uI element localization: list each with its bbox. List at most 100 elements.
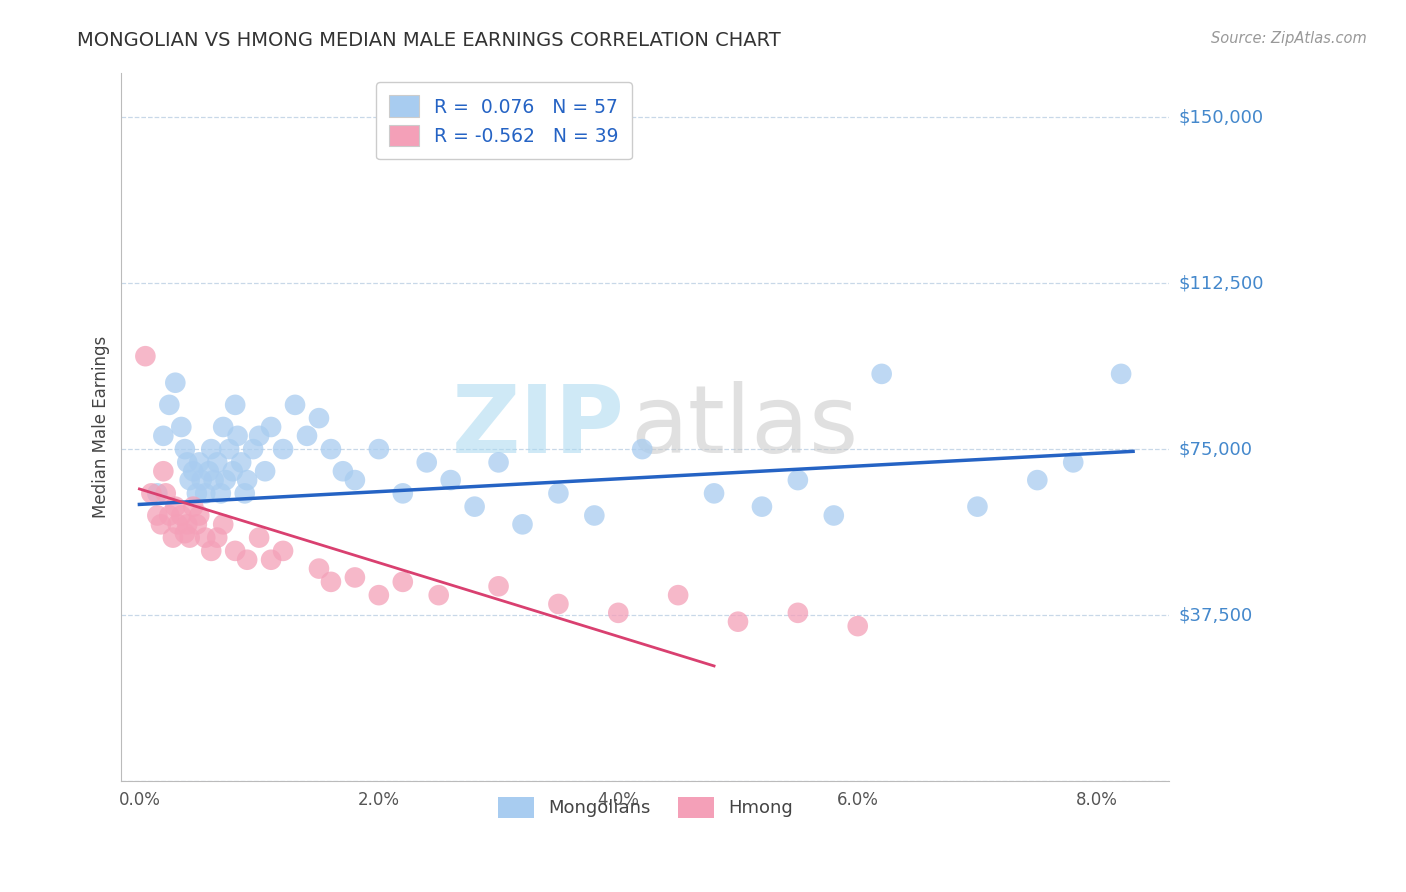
Text: ZIP: ZIP (451, 381, 624, 473)
Point (202, 473, 225, 487)
Point (179, 531, 201, 545)
Point (391, 486, 413, 500)
Point (1026, 473, 1049, 487)
Point (607, 606, 630, 620)
Point (966, 500, 988, 514)
Point (846, 619, 869, 633)
Point (242, 442, 264, 456)
Point (488, 579, 510, 593)
Point (170, 508, 193, 523)
Point (179, 473, 201, 487)
Text: Source: ZipAtlas.com: Source: ZipAtlas.com (1211, 31, 1367, 46)
Point (224, 398, 246, 412)
Point (152, 429, 174, 443)
Point (190, 473, 212, 487)
Point (188, 455, 211, 469)
Point (141, 486, 163, 500)
Point (236, 473, 259, 487)
Point (174, 526, 197, 541)
Point (260, 553, 283, 567)
Point (200, 544, 222, 558)
Point (194, 531, 217, 545)
Point (236, 553, 259, 567)
Point (186, 486, 208, 500)
Point (319, 574, 342, 589)
Text: MONGOLIAN VS HMONG MEDIAN MALE EARNINGS CORRELATION CHART: MONGOLIAN VS HMONG MEDIAN MALE EARNINGS … (77, 31, 782, 50)
Point (512, 517, 534, 532)
Point (319, 442, 342, 456)
Point (214, 473, 236, 487)
Y-axis label: Median Male Earnings: Median Male Earnings (93, 336, 110, 518)
Point (134, 349, 156, 363)
Point (547, 597, 569, 611)
Point (583, 508, 606, 523)
Point (284, 398, 307, 412)
Point (271, 544, 294, 558)
Point (224, 544, 246, 558)
Point (205, 531, 228, 545)
Point (155, 486, 177, 500)
Point (157, 398, 180, 412)
Point (367, 588, 389, 602)
Point (308, 411, 330, 425)
Text: atlas: atlas (630, 381, 859, 473)
Point (343, 473, 366, 487)
Point (194, 486, 217, 500)
Point (464, 500, 486, 514)
Point (165, 376, 187, 390)
Point (870, 367, 893, 381)
Text: $75,000: $75,000 (1178, 440, 1253, 458)
Point (146, 486, 169, 500)
Text: $150,000: $150,000 (1178, 108, 1264, 127)
Point (631, 442, 654, 456)
Text: $37,500: $37,500 (1178, 606, 1253, 624)
Point (218, 442, 240, 456)
Point (165, 500, 187, 514)
Text: $112,500: $112,500 (1178, 274, 1264, 293)
Point (1109, 367, 1132, 381)
Point (226, 429, 249, 443)
Point (247, 429, 270, 443)
Point (547, 486, 569, 500)
Point (170, 420, 193, 434)
Point (200, 442, 222, 456)
Point (176, 517, 198, 532)
Point (727, 615, 749, 629)
Point (174, 442, 197, 456)
Point (146, 508, 169, 523)
Point (416, 455, 439, 469)
Point (209, 486, 232, 500)
Point (198, 464, 221, 478)
Point (181, 464, 204, 478)
Point (823, 508, 845, 523)
Point (666, 588, 689, 602)
Point (205, 455, 228, 469)
Point (212, 517, 235, 532)
Point (212, 420, 235, 434)
Point (391, 574, 413, 589)
Point (188, 508, 211, 523)
Point (271, 442, 294, 456)
Point (786, 606, 808, 620)
Point (176, 455, 198, 469)
Point (149, 517, 172, 532)
Legend: Mongolians, Hmong: Mongolians, Hmong (491, 789, 800, 825)
Point (231, 455, 253, 469)
Point (1062, 455, 1084, 469)
Point (181, 500, 204, 514)
Point (152, 464, 174, 478)
Point (786, 473, 808, 487)
Point (295, 429, 318, 443)
Point (233, 486, 256, 500)
Point (703, 486, 725, 500)
Point (162, 531, 184, 545)
Point (222, 464, 245, 478)
Point (157, 508, 180, 523)
Point (166, 517, 188, 532)
Point (247, 531, 270, 545)
Point (186, 517, 208, 532)
Point (343, 570, 366, 584)
Point (488, 455, 510, 469)
Point (254, 464, 277, 478)
Point (367, 442, 389, 456)
